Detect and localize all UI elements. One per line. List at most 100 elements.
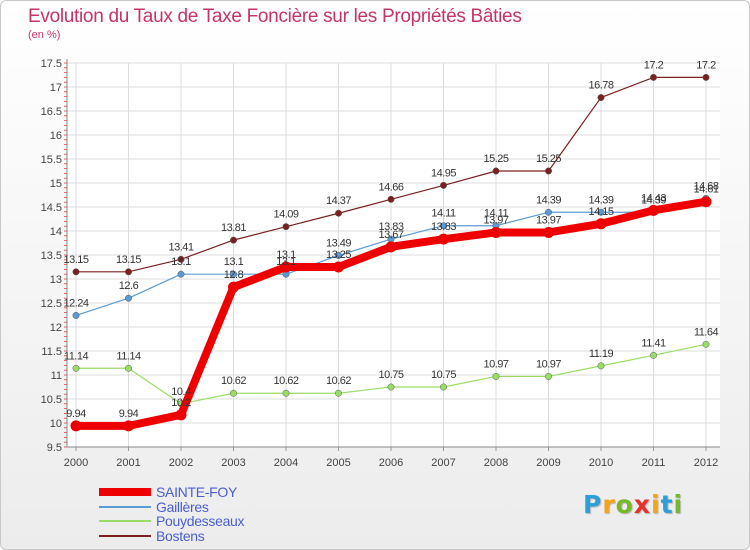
- data-label-pouydesseaux: 10.75: [378, 369, 403, 381]
- legend-item: SAINTE-FOY: [99, 484, 244, 500]
- data-point-pouydesseaux: [440, 383, 447, 391]
- data-label-bostens: 17.2: [696, 59, 716, 71]
- data-label-pouydesseaux: 11.14: [116, 350, 141, 362]
- data-point-bostens: [72, 268, 80, 276]
- x-tick-label: 2002: [169, 457, 193, 469]
- data-label-pouydesseaux: 10.97: [483, 358, 508, 370]
- data-label-gaill-res: 13.1: [276, 256, 296, 268]
- data-label-gaill-res: 12.24: [63, 297, 88, 309]
- y-tick-label: 11.5: [41, 346, 62, 358]
- data-label-gaill-res: 14.39: [588, 194, 613, 206]
- data-label-bostens: 14.09: [273, 209, 298, 221]
- data-point-pouydesseaux: [125, 364, 132, 372]
- data-label-bostens: 14.37: [326, 195, 351, 207]
- y-tick-label: 13.5: [41, 250, 62, 262]
- data-point-gaill-res: [440, 222, 447, 230]
- data-label-gaill-res: 13.1: [171, 256, 191, 268]
- y-tick-label: 16.5: [41, 106, 62, 118]
- y-tick-label: 17: [50, 82, 62, 94]
- legend-item: Gaillères: [99, 499, 244, 515]
- data-label-gaill-res: 14.39: [536, 194, 561, 206]
- logo-letter: x: [633, 490, 651, 519]
- data-point-pouydesseaux: [702, 340, 710, 348]
- y-tick-label: 16: [50, 130, 62, 142]
- x-tick-label: 2011: [642, 457, 666, 469]
- data-point-bostens: [597, 94, 605, 102]
- data-label-sainte-foy: 14.15: [588, 206, 613, 218]
- data-label-pouydesseaux: 11.14: [64, 350, 89, 362]
- data-point-pouydesseaux: [650, 351, 657, 359]
- data-label-pouydesseaux: 10.62: [326, 375, 351, 387]
- proxiti-logo: Proxiti: [583, 490, 683, 519]
- data-label-sainte-foy: 13.83: [431, 221, 456, 233]
- data-label-bostens: 13.15: [116, 254, 141, 266]
- data-label-gaill-res: 14.68: [693, 180, 718, 192]
- y-tick-label: 14.5: [41, 202, 62, 214]
- data-label-sainte-foy: 13.67: [378, 229, 403, 241]
- data-label-gaill-res: 12.6: [119, 280, 139, 292]
- data-label-pouydesseaux: 11.19: [589, 348, 614, 360]
- x-tick-label: 2009: [536, 457, 560, 469]
- data-point-pouydesseaux: [545, 372, 552, 380]
- logo-letter: r: [602, 490, 616, 519]
- data-point-bostens: [335, 209, 342, 217]
- data-label-gaill-res: 13.83: [378, 221, 403, 233]
- data-label-gaill-res: 14.39: [641, 194, 666, 206]
- y-tick-label: 15: [50, 178, 62, 190]
- data-label-sainte-foy: 12.8: [224, 269, 244, 281]
- y-tick-label: 12: [50, 322, 62, 334]
- data-label-gaill-res: 14.11: [431, 208, 456, 220]
- logo-letter: o: [615, 490, 634, 519]
- data-point-gaill-res: [335, 252, 342, 259]
- data-point-pouydesseaux: [492, 372, 500, 380]
- data-label-bostens: 15.25: [483, 153, 508, 165]
- x-tick-label: 2010: [589, 457, 613, 469]
- data-label-pouydesseaux: 10.62: [221, 375, 246, 387]
- data-point-bostens: [702, 73, 710, 81]
- y-tick-label: 15.5: [41, 154, 62, 166]
- data-point-bostens: [492, 167, 500, 175]
- data-label-sainte-foy: 13.97: [483, 214, 508, 226]
- data-label-gaill-res: 13.1: [224, 256, 244, 268]
- x-tick-label: 2005: [326, 457, 350, 469]
- data-point-pouydesseaux: [335, 389, 342, 397]
- x-tick-label: 2000: [64, 457, 88, 469]
- x-tick-label: 2012: [694, 457, 718, 469]
- data-point-bostens: [282, 223, 290, 231]
- data-point-bostens: [125, 268, 132, 276]
- data-label-bostens: 14.95: [431, 167, 456, 179]
- data-point-sainte-foy: [70, 420, 82, 432]
- data-label-bostens: 14.66: [378, 181, 403, 193]
- data-point-sainte-foy: [438, 233, 449, 245]
- data-label-bostens: 13.81: [221, 222, 246, 234]
- x-tick-label: 2004: [274, 457, 298, 469]
- y-tick-label: 9.5: [47, 442, 62, 454]
- data-label-sainte-foy: 9.94: [66, 408, 86, 420]
- logo-letter: t: [660, 490, 674, 519]
- chart-title: Evolution du Taux de Taxe Foncière sur l…: [28, 6, 522, 27]
- data-point-bostens: [545, 167, 552, 175]
- y-axis-unit-label: (en %): [28, 29, 61, 41]
- y-tick-label: 13: [50, 274, 62, 286]
- data-point-sainte-foy: [385, 241, 397, 253]
- data-label-bostens: 15.25: [536, 153, 561, 165]
- data-label-pouydesseaux: 10.97: [536, 358, 561, 370]
- data-point-bostens: [387, 195, 395, 203]
- data-point-pouydesseaux: [230, 389, 237, 397]
- data-label-sainte-foy: 14.61: [693, 184, 718, 196]
- data-point-pouydesseaux: [597, 362, 605, 370]
- x-tick-label: 2008: [484, 457, 508, 469]
- x-tick-label: 2003: [221, 457, 245, 469]
- data-point-gaill-res: [597, 208, 605, 216]
- data-point-sainte-foy: [595, 218, 607, 230]
- data-label-pouydesseaux: 10.4: [171, 386, 191, 398]
- legend-swatch: [99, 520, 151, 523]
- data-point-bostens: [440, 181, 447, 189]
- logo-letter: i: [673, 490, 684, 519]
- legend-item: Bostens: [99, 528, 244, 544]
- data-point-gaill-res: [72, 312, 80, 319]
- y-tick-label: 10.5: [41, 394, 62, 406]
- data-point-sainte-foy: [123, 420, 134, 432]
